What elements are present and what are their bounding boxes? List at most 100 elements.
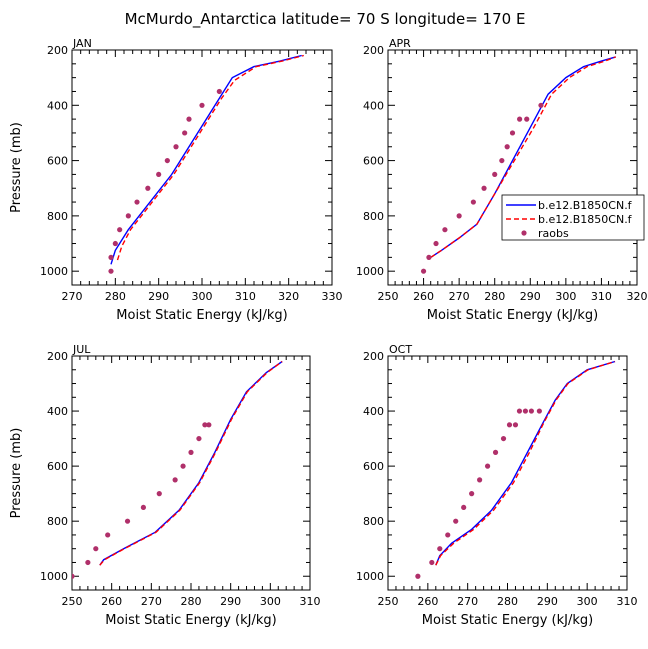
raobs-point	[216, 88, 222, 95]
raobs-point	[461, 504, 467, 511]
raobs-point	[538, 102, 544, 108]
y-axis-label: Pressure (mb)	[9, 428, 24, 519]
x-tick-label: 300	[555, 290, 576, 303]
y-tick-label: 400	[363, 99, 384, 112]
x-tick-label: 270	[62, 290, 83, 303]
x-tick-label: 310	[235, 290, 256, 303]
raobs-point	[516, 408, 523, 414]
x-tick-label: 310	[617, 595, 638, 608]
raobs-point	[156, 491, 162, 497]
raobs-point	[437, 546, 443, 552]
panel-label: OCT	[389, 343, 412, 356]
y-tick-label: 1000	[40, 265, 68, 278]
panel-label: JUL	[72, 343, 91, 356]
raobs-point	[164, 157, 170, 164]
x-tick-label: 300	[577, 595, 598, 608]
model-line-dashed	[116, 54, 304, 261]
x-tick-label: 320	[627, 290, 648, 303]
model-line-dashed	[435, 360, 616, 566]
raobs-point	[433, 240, 439, 247]
x-tick-label: 290	[220, 595, 241, 608]
y-axis-label: Pressure (mb)	[9, 122, 24, 213]
model-line-solid	[435, 360, 616, 566]
panel-label: APR	[389, 37, 411, 50]
raobs-point	[108, 254, 114, 260]
y-tick-label: 1000	[356, 570, 384, 583]
y-tick-label: 800	[363, 515, 384, 528]
plot-frame	[387, 355, 628, 591]
y-tick-label: 800	[47, 210, 68, 223]
raobs-point	[124, 518, 131, 524]
panel-label: JAN	[72, 37, 92, 50]
raobs-point	[108, 268, 114, 274]
raobs-point	[429, 559, 435, 566]
plot-frame	[71, 49, 333, 286]
x-tick-label: 270	[449, 290, 470, 303]
series-group	[72, 360, 283, 579]
x-tick-label: 280	[181, 595, 202, 608]
raobs-point	[504, 144, 510, 150]
x-tick-label: 300	[192, 290, 213, 303]
x-tick-label: 320	[278, 290, 299, 303]
raobs-point	[492, 171, 498, 178]
series-group	[415, 360, 616, 579]
raobs-point	[186, 116, 192, 122]
x-tick-label: 260	[101, 595, 122, 608]
raobs-point	[105, 532, 111, 538]
x-tick-label: 280	[105, 290, 126, 303]
legend-marker	[521, 230, 527, 236]
raobs-point	[180, 463, 186, 469]
y-tick-label: 400	[363, 405, 384, 418]
legend-label: raobs	[538, 227, 569, 240]
raobs-point	[134, 199, 140, 205]
x-tick-label: 280	[497, 595, 518, 608]
raobs-point	[522, 408, 529, 414]
plot-frame	[71, 355, 311, 591]
raobs-point	[72, 573, 75, 579]
legend-label: b.e12.B1850CN.f	[538, 199, 633, 212]
raobs-point	[470, 199, 476, 205]
raobs-point	[492, 449, 499, 455]
raobs-point	[500, 435, 507, 442]
raobs-point	[156, 171, 162, 178]
figure-title: McMurdo_Antarctica latitude= 70 S longit…	[125, 10, 526, 29]
y-tick-label: 200	[47, 44, 68, 57]
chart-panel-jan: JAN 270 280 290 300 310 320 330 200 400 600 800 1000…	[9, 37, 343, 323]
x-tick-label: 250	[378, 595, 399, 608]
y-tick-label: 400	[47, 99, 68, 112]
series-group	[420, 56, 616, 274]
raobs-point	[481, 185, 487, 191]
x-axis-label: Moist Static Energy (kJ/kg)	[427, 308, 598, 323]
y-tick-label: 1000	[40, 570, 68, 583]
series-group	[108, 54, 304, 274]
raobs-point	[536, 408, 542, 414]
raobs-point	[456, 213, 462, 219]
y-tick-label: 400	[47, 405, 68, 418]
raobs-point	[85, 559, 91, 566]
raobs-point	[199, 102, 205, 108]
x-tick-label: 250	[62, 595, 83, 608]
x-tick-label: 330	[322, 290, 343, 303]
y-tick-label: 800	[47, 515, 68, 528]
x-tick-label: 300	[260, 595, 281, 608]
x-tick-label: 270	[457, 595, 478, 608]
raobs-point	[477, 477, 483, 483]
raobs-point	[196, 435, 202, 442]
x-tick-label: 280	[484, 290, 505, 303]
model-line-dashed	[99, 360, 283, 566]
raobs-point	[517, 116, 523, 122]
raobs-point	[442, 227, 448, 233]
chart-panel-jul: JUL 250 260 270 280 290 300 310 200 400 600 800 1000…	[9, 343, 321, 628]
raobs-point	[117, 227, 123, 233]
x-tick-label: 310	[591, 290, 612, 303]
raobs-point	[415, 573, 421, 579]
raobs-point	[445, 532, 451, 538]
legend-label: b.e12.B1850CN.f	[538, 213, 633, 226]
raobs-point	[509, 130, 516, 136]
y-tick-label: 1000	[356, 265, 384, 278]
raobs-point	[453, 518, 459, 524]
x-tick-label: 270	[141, 595, 162, 608]
raobs-point	[140, 504, 146, 511]
